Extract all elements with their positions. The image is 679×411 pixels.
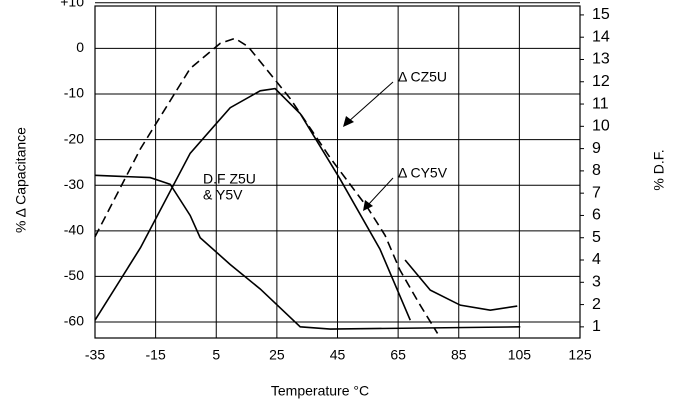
y2-tick-label: 9	[592, 140, 601, 157]
y-tick-label: -40	[64, 222, 84, 238]
x-tick-label: -15	[146, 347, 166, 363]
y2-tick-label: 7	[592, 184, 601, 201]
arrow	[347, 81, 394, 123]
series-line	[94, 37, 439, 334]
y-tick-label: -10	[64, 85, 84, 101]
y2-tick-label: 2	[592, 296, 601, 313]
y-tick-label: -20	[64, 130, 84, 146]
y2-tick-label: 11	[592, 95, 609, 112]
y2-tick-label: 8	[592, 162, 601, 179]
series-line	[94, 174, 521, 330]
x-tick-label: 65	[390, 347, 406, 363]
arrow-head	[363, 200, 373, 211]
y2-tick-label: 13	[592, 51, 610, 68]
y2-axis-label: % D.F.	[651, 149, 667, 190]
series-line	[404, 259, 518, 311]
y2-tick-label: 6	[592, 207, 601, 224]
y-tick-label: -30	[64, 176, 84, 192]
y-axis-label: % Δ Capacitance	[13, 127, 29, 233]
annotation: Δ CY5V	[398, 165, 448, 181]
x-tick-label: 85	[451, 347, 467, 363]
annotation: Δ CZ5U	[398, 69, 447, 85]
x-tick-label: -35	[85, 347, 105, 363]
x-tick-label: 45	[330, 347, 346, 363]
arrow-head	[343, 116, 354, 127]
x-tick-label: 5	[212, 347, 220, 363]
x-tick-label: 105	[508, 347, 532, 363]
annotation: D.F Z5U	[203, 171, 256, 187]
series-line	[94, 87, 411, 321]
arrow	[367, 177, 394, 206]
y2-tick-label: 3	[592, 274, 601, 291]
x-tick-label: 25	[269, 347, 285, 363]
y2-tick-label: 4	[592, 251, 601, 268]
y2-tick-label: 12	[592, 73, 610, 90]
x-axis-label: Temperature °C	[271, 383, 369, 399]
annotation: & Y5V	[203, 187, 243, 203]
y2-tick-label: 5	[592, 229, 601, 246]
y2-tick-label: 14	[592, 28, 610, 45]
y-tick-label: -50	[64, 267, 84, 283]
x-tick-label: 125	[568, 347, 592, 363]
y-tick-label: +10	[60, 0, 84, 10]
y-tick-label: 0	[76, 39, 84, 55]
y2-tick-label: 15	[592, 6, 610, 23]
y2-tick-label: 1	[592, 318, 601, 335]
y2-tick-label: 10	[592, 118, 610, 135]
y-tick-label: -60	[64, 313, 84, 329]
